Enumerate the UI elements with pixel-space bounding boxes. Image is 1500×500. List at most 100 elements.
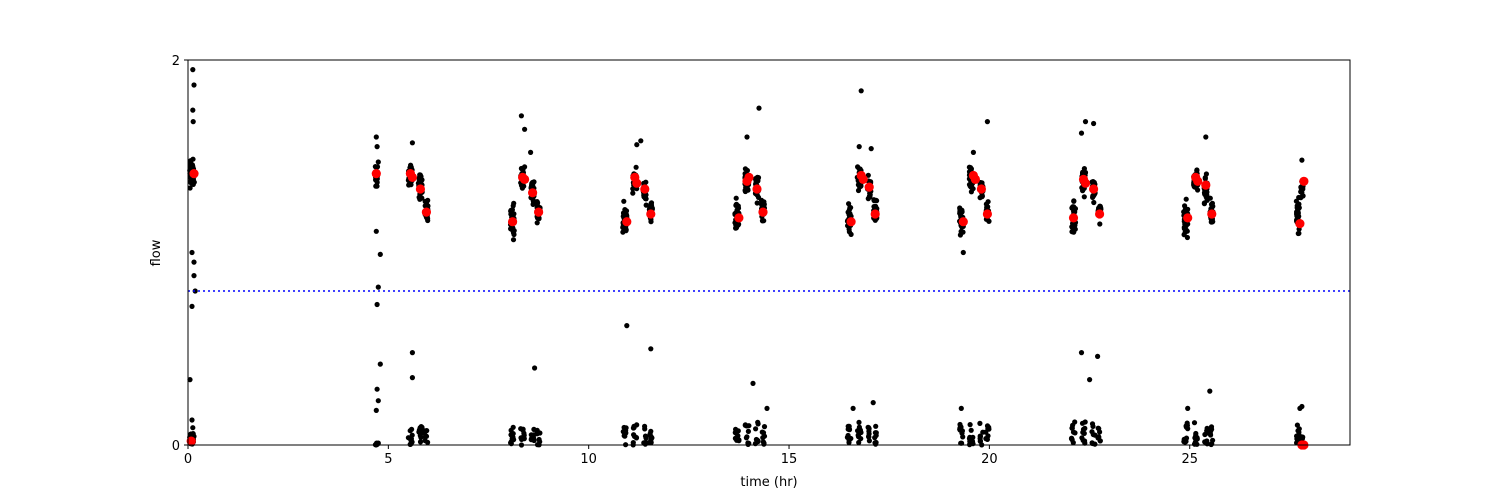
observation-point bbox=[1202, 191, 1208, 197]
marker-point bbox=[534, 207, 544, 217]
observation-point bbox=[983, 436, 989, 442]
observation-point bbox=[960, 434, 966, 440]
observation-point bbox=[957, 425, 963, 431]
observation-point bbox=[1072, 430, 1078, 436]
observation-point bbox=[761, 424, 768, 430]
observation-point bbox=[733, 426, 739, 432]
y-axis: 02 bbox=[172, 54, 188, 454]
observation-point bbox=[510, 213, 516, 219]
observation-point bbox=[850, 405, 856, 411]
observation-point bbox=[409, 439, 415, 445]
observation-point bbox=[1078, 130, 1085, 136]
observation-point bbox=[510, 237, 517, 243]
observation-point bbox=[872, 440, 878, 446]
observation-point bbox=[1182, 203, 1188, 209]
observation-point bbox=[191, 82, 197, 88]
observation-point bbox=[872, 430, 879, 436]
observation-point bbox=[409, 140, 415, 146]
observation-point bbox=[760, 430, 767, 436]
observation-point bbox=[733, 202, 739, 208]
observation-point bbox=[736, 438, 742, 444]
observation-point bbox=[1183, 424, 1189, 430]
observation-point bbox=[422, 428, 428, 435]
marker-point bbox=[632, 178, 642, 188]
marker-point bbox=[744, 172, 754, 182]
marker-point bbox=[507, 217, 518, 227]
x-axis: 0 5 10 15 20 25 bbox=[184, 445, 1198, 467]
observation-point bbox=[966, 182, 973, 188]
observation-point bbox=[1204, 425, 1210, 431]
observation-point bbox=[761, 218, 767, 224]
observation-point bbox=[375, 159, 381, 165]
observation-point bbox=[522, 126, 528, 132]
observation-point bbox=[1193, 430, 1199, 437]
observation-point bbox=[1299, 157, 1305, 163]
observation-point bbox=[1202, 176, 1208, 182]
marker-point bbox=[758, 207, 768, 217]
marker-point bbox=[520, 174, 530, 184]
observation-point bbox=[754, 200, 760, 206]
observation-point bbox=[754, 192, 760, 198]
observation-point bbox=[409, 375, 415, 381]
observation-point bbox=[761, 199, 767, 205]
observation-point bbox=[409, 432, 415, 438]
observation-point bbox=[189, 249, 195, 256]
observation-point bbox=[621, 424, 627, 431]
marker-point bbox=[1089, 184, 1099, 194]
observation-point bbox=[374, 164, 381, 170]
marker-point bbox=[982, 209, 993, 219]
plot-frame bbox=[187, 59, 1351, 446]
observation-point bbox=[1079, 435, 1085, 441]
marker-point bbox=[622, 217, 632, 227]
observation-point bbox=[520, 426, 526, 432]
observation-point bbox=[1091, 199, 1097, 206]
observation-point bbox=[1087, 377, 1093, 383]
observation-point bbox=[510, 431, 516, 437]
observation-point bbox=[409, 350, 415, 356]
observation-point bbox=[638, 138, 644, 144]
observation-point bbox=[423, 199, 430, 205]
marker-point bbox=[1299, 176, 1309, 186]
marker-point bbox=[421, 207, 431, 217]
marker-point bbox=[1201, 180, 1211, 190]
observation-point bbox=[1294, 203, 1300, 209]
observation-point bbox=[764, 405, 770, 411]
observation-point bbox=[1078, 350, 1085, 356]
observation-point bbox=[977, 420, 983, 426]
observation-point bbox=[753, 176, 759, 182]
observations-layer bbox=[187, 67, 1306, 448]
marker-point bbox=[864, 182, 874, 192]
observation-point bbox=[623, 210, 629, 216]
observation-point bbox=[1207, 388, 1213, 394]
observation-point bbox=[518, 165, 525, 172]
observation-point bbox=[510, 437, 517, 443]
observation-point bbox=[1298, 195, 1304, 201]
observation-point bbox=[189, 417, 195, 423]
observation-point bbox=[1207, 431, 1213, 437]
observation-point bbox=[1082, 119, 1089, 125]
observation-point bbox=[519, 185, 526, 191]
observation-point bbox=[622, 429, 629, 435]
observation-point bbox=[189, 162, 195, 168]
marker-point bbox=[1183, 213, 1193, 223]
observation-point bbox=[646, 439, 653, 446]
observation-point bbox=[733, 225, 740, 231]
observation-point bbox=[511, 231, 517, 238]
observation-point bbox=[846, 439, 852, 446]
observation-point bbox=[190, 119, 196, 125]
marker-point bbox=[415, 184, 425, 194]
observation-point bbox=[634, 142, 640, 148]
observation-point bbox=[733, 195, 739, 201]
observation-point bbox=[867, 194, 873, 200]
observation-point bbox=[535, 200, 541, 206]
observation-point bbox=[190, 156, 196, 162]
x-tick-label: 0 bbox=[184, 452, 192, 467]
observation-point bbox=[641, 440, 647, 446]
y-tick-label: 0 bbox=[172, 439, 180, 454]
observation-point bbox=[422, 434, 428, 440]
observation-point bbox=[510, 424, 516, 430]
observation-point bbox=[518, 113, 525, 119]
observation-point bbox=[187, 377, 193, 383]
observation-point bbox=[1097, 429, 1103, 435]
observation-point bbox=[375, 440, 381, 446]
